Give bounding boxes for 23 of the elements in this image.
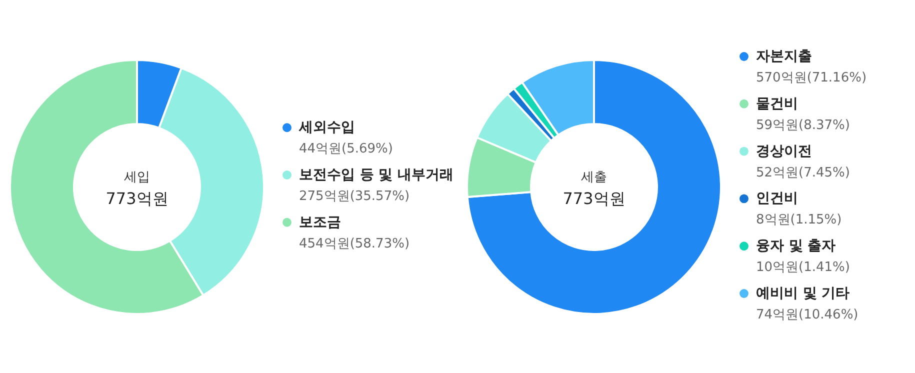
data-label: 52억원(7.45%)	[756, 165, 850, 180]
data-label: 74억원(10.46%)	[756, 308, 858, 322]
data-label: 8억원(1.15%)	[756, 212, 842, 228]
text: 773억원	[562, 189, 626, 208]
legend-label: 경상이전	[756, 143, 812, 160]
data-label: 59억원(8.37%)	[756, 118, 850, 133]
legend-label: 보조금	[299, 214, 341, 230]
data-label: 44억원(5.69%)	[299, 142, 393, 157]
data-label: 570억원(71.16%)	[756, 70, 867, 86]
legend-label: 융자 및 출자	[756, 238, 836, 254]
data-label: 454억원(58.73%)	[299, 236, 410, 252]
legend-label: 자본지출	[756, 48, 812, 64]
data-label: 10억원(1.41%)	[756, 260, 850, 276]
text: 773억원	[106, 189, 168, 208]
legend-label: 인건비	[756, 190, 798, 207]
legend-label: 예비비 및 기타	[756, 286, 850, 302]
legend-label: 세외수입	[298, 120, 355, 136]
data-label: 275억원(35.57%)	[299, 189, 410, 204]
legend-label: 보전수입 등 및 내부거래	[299, 167, 454, 183]
text: 세출	[581, 170, 607, 185]
legend-label: 물건비	[756, 96, 798, 112]
text: 세입	[124, 170, 150, 185]
donut-slice	[466, 59, 722, 315]
